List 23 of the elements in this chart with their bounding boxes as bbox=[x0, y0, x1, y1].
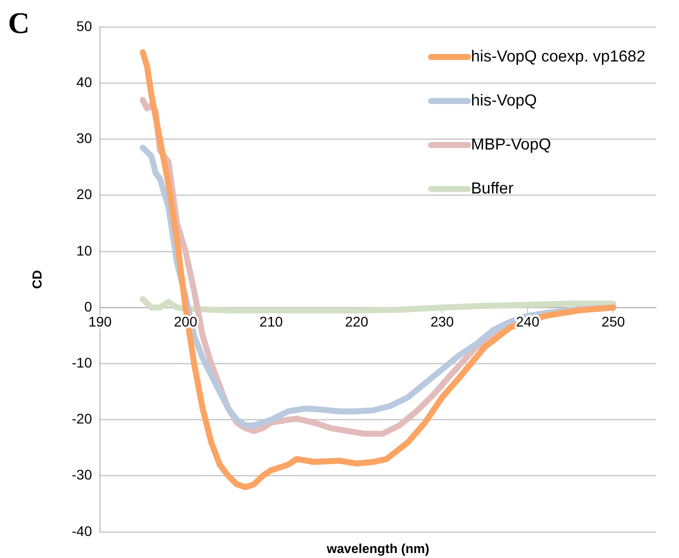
y-tick-label: -40 bbox=[72, 522, 92, 539]
x-axis-title: wavelength (nm) bbox=[326, 541, 430, 556]
y-tick-label: -20 bbox=[72, 410, 92, 427]
y-tick-label: 20 bbox=[76, 186, 92, 202]
y-tick-label: -30 bbox=[72, 466, 92, 483]
legend-label: MBP-VopQ bbox=[471, 136, 552, 154]
y-axis-title: CD bbox=[30, 270, 45, 289]
y-tick-label: 0 bbox=[84, 298, 92, 314]
x-tick-label: 230 bbox=[430, 313, 454, 330]
x-tick-label: 190 bbox=[88, 313, 112, 330]
y-tick-label: 10 bbox=[76, 242, 92, 258]
chart-title: C bbox=[8, 6, 30, 40]
legend-label: his-VopQ coexp. vp1682 bbox=[471, 48, 646, 66]
x-tick-label: 210 bbox=[259, 313, 283, 330]
x-tick-label: 250 bbox=[602, 313, 626, 330]
legend-label: Buffer bbox=[471, 180, 514, 198]
y-tick-label: 40 bbox=[76, 74, 92, 90]
legend-label: his-VopQ bbox=[471, 92, 537, 110]
x-tick-label: 220 bbox=[344, 313, 369, 330]
x-tick-label: 240 bbox=[516, 313, 540, 330]
y-tick-label: 30 bbox=[76, 130, 92, 146]
y-tick-label: -10 bbox=[72, 354, 92, 371]
y-tick-label: 50 bbox=[76, 18, 92, 34]
